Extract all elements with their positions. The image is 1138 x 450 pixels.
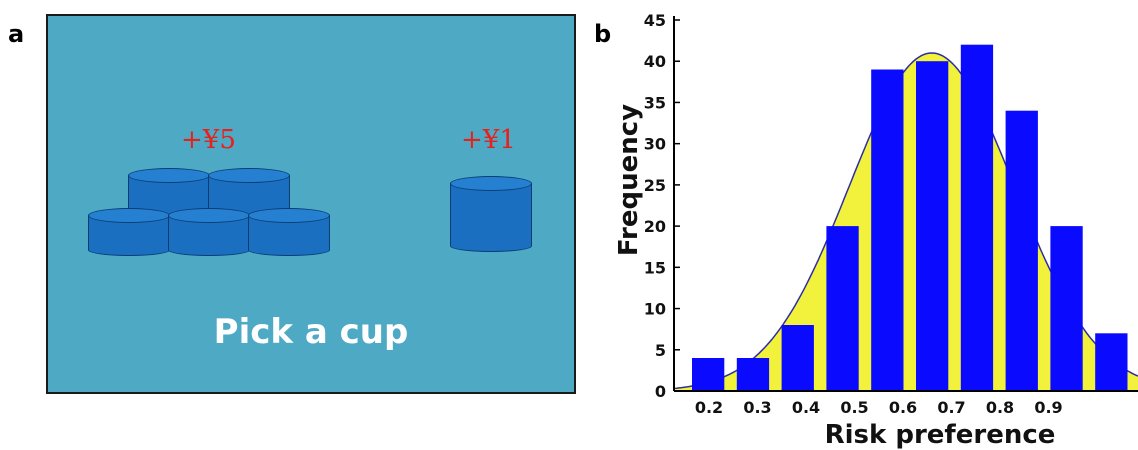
prompt-text: Pick a cup — [213, 312, 409, 352]
bar-0.3 — [781, 325, 814, 391]
bar-0.15 — [692, 358, 725, 391]
x-tick-label: 0.9 — [1034, 398, 1062, 417]
stimulus-screen: +¥5 +¥1 Pick a cup — [46, 14, 576, 394]
cup[interactable] — [168, 208, 250, 260]
bar-0.5 — [871, 69, 904, 391]
x-axis-title: Risk preference — [825, 420, 1056, 450]
axes — [673, 16, 1138, 392]
bar-0.85 — [1095, 333, 1128, 391]
right-cup[interactable] — [450, 176, 532, 256]
right-reward-label: +¥1 — [461, 125, 516, 155]
bar-0.7 — [1005, 110, 1038, 391]
bar-0.4 — [826, 226, 859, 391]
x-tick-label: 0.4 — [792, 398, 820, 417]
cup[interactable] — [248, 208, 330, 260]
y-tick-label: 25 — [644, 176, 666, 195]
y-tick-label: 30 — [644, 135, 666, 154]
y-tick-label: 15 — [644, 258, 666, 277]
x-tick-label: 0.3 — [743, 398, 771, 417]
bar-0.55 — [916, 61, 949, 391]
y-tick-label: 35 — [644, 93, 666, 112]
risk-preference-histogram: 0 5 10 15 20 25 30 35 40 45 0.2 0.3 0.4 0.5 0.6 0.7 0.8 0… — [614, 11, 1138, 450]
bar-0.8 — [1050, 226, 1083, 391]
bar-0.2 — [736, 358, 770, 391]
x-tick-label: 0.2 — [695, 398, 723, 417]
tick-labels: 0 5 10 15 20 25 30 35 40 45 0.2 0.3 0.4 0.5 0.6 0.7 0.8 0… — [644, 11, 1063, 417]
x-tick-label: 0.5 — [840, 398, 868, 417]
bar-0.65 — [960, 44, 994, 391]
y-tick-label: 40 — [644, 52, 666, 71]
x-tick-label: 0.8 — [986, 398, 1014, 417]
y-tick-label: 45 — [644, 11, 666, 30]
y-tick-label: 0 — [655, 382, 666, 401]
y-axis-title: Frequency — [614, 104, 644, 256]
bars — [692, 44, 1128, 391]
cup[interactable] — [88, 208, 170, 260]
x-tick-label: 0.7 — [937, 398, 965, 417]
left-reward-label: +¥5 — [181, 125, 236, 155]
y-tick-label: 20 — [644, 217, 666, 236]
y-tick-label: 10 — [644, 300, 666, 319]
y-tick-label: 5 — [655, 341, 666, 360]
panel-label-b: b — [594, 20, 612, 48]
x-tick-label: 0.6 — [889, 398, 917, 417]
panel-label-a: a — [8, 20, 25, 48]
